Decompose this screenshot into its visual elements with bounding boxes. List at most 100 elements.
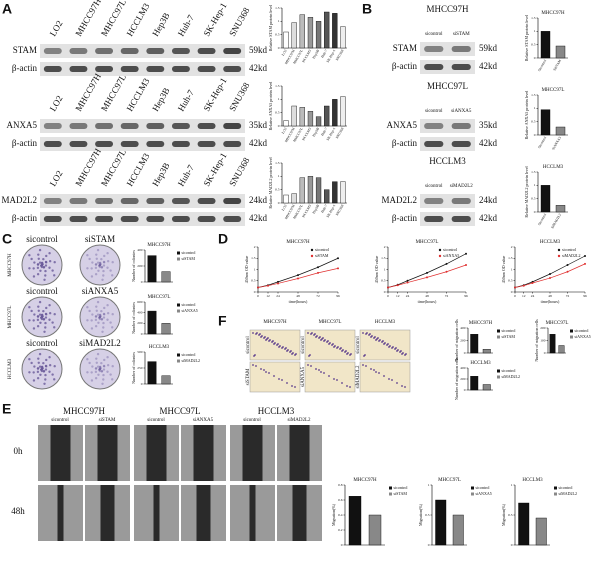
y-tick-label: 1 [534,29,536,33]
point [297,277,299,280]
lane-label: Hep3B [150,11,171,38]
plate [79,348,121,390]
colony [40,313,44,317]
y-tick-label: 1.5 [531,93,536,97]
band [424,198,444,204]
y-tick-label: 2 [384,245,386,249]
cell [256,332,258,334]
colony [94,263,98,266]
y-tick-label: 0 [141,382,143,386]
colony [32,371,35,374]
size-label: 42kd [479,61,498,71]
y-label: 450nm OD value [244,256,249,284]
colony [106,252,109,255]
colony [96,365,100,368]
colony [111,261,114,264]
y-tick-label: 0 [511,290,513,294]
colony [111,378,114,381]
x-tick-label: Huh-7 [320,127,328,137]
size-label: 24kd [479,195,498,205]
band [197,198,216,204]
colony [36,318,40,322]
wound-gap [57,485,64,541]
wound-gap [146,425,167,481]
y-tick-label: 0 [384,290,386,294]
colony [30,361,33,365]
cell [322,337,324,339]
cell [375,371,377,373]
cell [371,335,373,337]
colony [102,316,106,319]
colony [42,257,45,261]
bar [147,255,157,283]
row-label: MAD2L2 [382,195,418,205]
band [95,123,114,129]
col-label: sicontrol [243,418,261,423]
y-tick-label: 400 [137,248,143,252]
colony [98,265,102,269]
colony [106,312,110,315]
legend-swatch [570,335,573,339]
cell [370,368,372,370]
colony [98,367,102,371]
colony [96,248,100,252]
row-label: ANXA5 [7,120,38,130]
panel-letter: E [2,401,11,417]
colony [28,371,31,374]
lane-label: siMAD2L2 [450,184,474,189]
cell [387,343,389,345]
cell [388,378,390,380]
band [424,64,444,70]
y-tick-label: 1 [511,267,513,271]
x-tick-label: LO2 [281,204,288,212]
wound-gap [292,485,307,541]
y-label: 450nm OD value [501,256,506,284]
colony [39,321,42,324]
cell [279,345,281,347]
x-tick-label: 24 [276,294,280,298]
colony [48,252,51,255]
lane-label: MHCC97L [99,73,128,114]
row-label: sicontrol [301,336,306,354]
y-label: Number of colonies [131,302,136,334]
colony [28,267,31,270]
colony [94,273,98,276]
colony [103,306,106,310]
cell [378,372,380,374]
band [146,198,165,204]
x-tick-label: SK-Hep-1 [326,127,337,142]
col-label: siANXA5 [193,418,214,423]
bar [307,176,314,204]
cell [281,379,283,381]
lane-label: Huh-7 [176,13,196,38]
colony [102,269,105,273]
colony [90,319,93,322]
colony [96,261,100,264]
cell [273,375,275,377]
band [171,48,190,54]
x-tick-label: SiANXA5 [551,136,562,151]
cell [391,379,393,381]
x-tick-label: MHCC97L [292,127,303,143]
colony [98,367,102,371]
cell [404,386,406,388]
blot-strip [420,42,475,56]
bar [540,185,551,213]
bar [283,31,289,49]
colony [88,309,91,313]
col-label: HCCLM3 [258,406,295,416]
x-tick-label: 12 [396,294,400,298]
bar [299,14,305,49]
plate-label: sicontrol [26,234,58,244]
colony [96,300,100,304]
colony [39,269,42,272]
legend-label: siANXA5 [182,308,198,313]
chart-title: HCCLM3 [522,478,543,483]
y-tick-label: 0 [534,133,536,137]
colony [103,365,106,368]
band [43,141,62,147]
colony [37,305,40,308]
cell [346,385,348,387]
cell [307,364,309,366]
